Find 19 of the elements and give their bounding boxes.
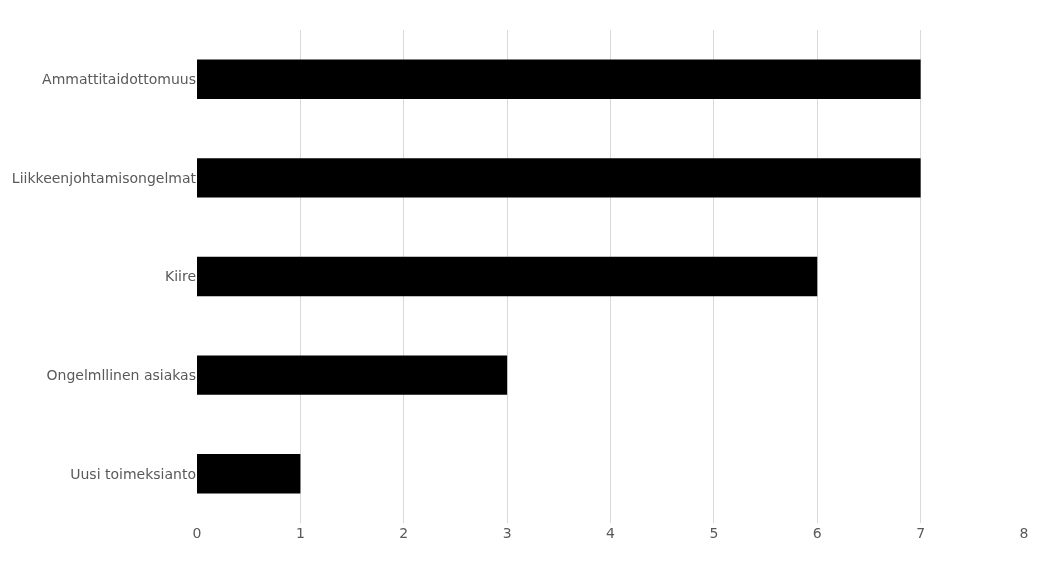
y-tick-label: Liikkeenjohtamisongelmat	[11, 169, 197, 186]
bar	[197, 256, 818, 297]
y-tick-label: Uusi toimeksianto	[70, 465, 196, 482]
bar	[197, 453, 301, 494]
x-tick-label: 3	[502, 525, 512, 541]
bar	[197, 355, 508, 395]
x-tick-label: 2	[399, 525, 409, 541]
bar	[197, 59, 921, 100]
x-tick-label: 1	[295, 525, 305, 541]
bar	[197, 158, 921, 198]
x-tick-label: 7	[916, 525, 926, 541]
x-tick-label: 5	[709, 525, 719, 541]
y-tick-label: Ammattitaidottomuus	[42, 71, 196, 88]
x-tick-label: 6	[812, 525, 822, 541]
x-tick-label: 8	[1019, 525, 1029, 541]
x-tick-label: 0	[192, 525, 202, 541]
y-tick-label: Ongelmllinen asiakas	[46, 367, 196, 383]
y-tick-label: Kiire	[164, 268, 196, 285]
x-tick-label: 4	[606, 525, 616, 541]
